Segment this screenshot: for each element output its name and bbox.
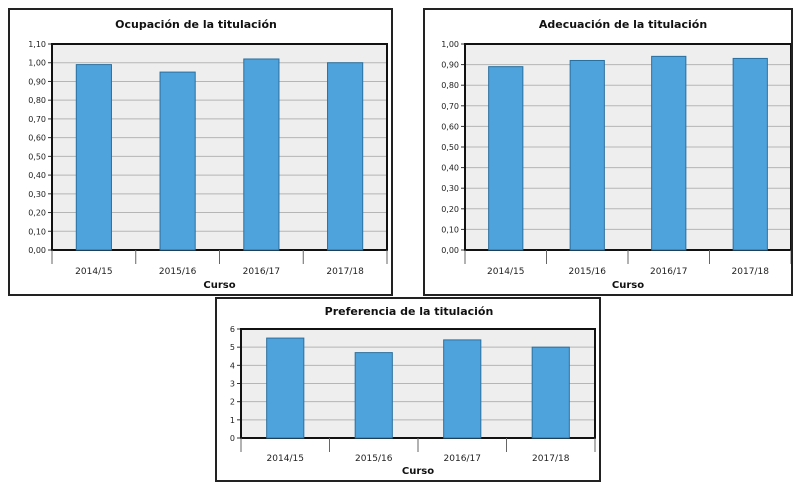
y-tick-label: 0,40	[441, 164, 459, 173]
x-axis-label: Curso	[402, 466, 434, 477]
bar	[732, 57, 768, 251]
y-tick-label: 0,00	[441, 246, 459, 255]
y-tick-label: 0,80	[28, 96, 46, 105]
chart-panel-preferencia: Preferencia de la titulación 0 1 2 3 4 5 6 2014/…	[215, 297, 601, 482]
bar	[531, 346, 570, 439]
chart-preferencia: Preferencia de la titulación 0 1 2 3 4 5 6 2014/…	[230, 305, 596, 477]
y-tick-label: 0,20	[441, 205, 459, 214]
y-tick-label: 1,10	[28, 40, 46, 49]
x-tick-label: 2015/16	[159, 267, 197, 277]
chart-title: Preferencia de la titulación	[325, 305, 494, 318]
bar	[651, 55, 687, 251]
x-tick-label: 2015/16	[355, 454, 393, 464]
y-tick-label: 0,30	[28, 190, 46, 199]
y-tick-label: 0,90	[28, 77, 46, 86]
bar	[488, 66, 524, 251]
y-tick-label: 0,70	[441, 102, 459, 111]
y-tick-label: 0,50	[28, 152, 46, 161]
y-tick-label: 3	[230, 380, 235, 389]
chart-panel-ocupacion: Ocupación de la titulación 0,00 0,10 0,20 0,…	[8, 8, 393, 296]
y-tick-label: 0,10	[441, 225, 459, 234]
y-tick-label: 0,90	[441, 61, 459, 70]
x-tick-label: 2016/17	[444, 454, 481, 464]
y-tick-label: 0,30	[441, 184, 459, 193]
y-tick-label: 0	[230, 434, 235, 443]
y-tick-label: 4	[230, 361, 235, 370]
chart-adecuacion: Adecuación de la titulación 0,00 0,10 0,20 0…	[441, 18, 791, 291]
y-tick-label: 1,00	[441, 40, 459, 49]
chart-panel-adecuacion: Adecuación de la titulación 0,00 0,10 0,20 0…	[423, 8, 793, 296]
x-tick-label: 2014/15	[487, 267, 524, 277]
bar	[354, 352, 393, 439]
y-tick-label: 2	[230, 398, 235, 407]
y-tick-label: 0,70	[28, 115, 46, 124]
x-tick-label: 2014/15	[75, 267, 112, 277]
bar	[266, 337, 305, 439]
x-tick-label: 2014/15	[267, 454, 304, 464]
bar	[443, 339, 482, 439]
x-tick-label: 2017/18	[326, 267, 364, 277]
y-tick-label: 0,20	[28, 209, 46, 218]
y-tick-label: 0,80	[441, 81, 459, 90]
y-tick-label: 6	[230, 325, 235, 334]
y-tick-label: 1,00	[28, 59, 46, 68]
y-tick-label: 0,60	[441, 122, 459, 131]
y-tick-label: 0,00	[28, 246, 46, 255]
y-tick-label: 0,10	[28, 227, 46, 236]
x-tick-label: 2015/16	[569, 267, 607, 277]
bar	[327, 62, 364, 251]
y-tick-label: 0,40	[28, 171, 46, 180]
chart-ocupacion: Ocupación de la titulación 0,00 0,10 0,20 0,…	[28, 18, 388, 291]
bar	[569, 59, 605, 251]
y-tick-label: 0,50	[441, 143, 459, 152]
y-tick-label: 1	[230, 416, 235, 425]
bar	[243, 58, 280, 251]
y-tick-label: 0,60	[28, 134, 46, 143]
chart-title: Ocupación de la titulación	[115, 18, 277, 31]
bar	[75, 64, 112, 251]
x-tick-label: 2016/17	[243, 267, 280, 277]
x-axis-label: Curso	[203, 280, 235, 291]
x-tick-label: 2016/17	[650, 267, 687, 277]
bar	[159, 71, 196, 251]
y-tick-label: 5	[230, 343, 235, 352]
x-tick-label: 2017/18	[532, 454, 570, 464]
x-tick-label: 2017/18	[732, 267, 770, 277]
chart-title: Adecuación de la titulación	[539, 18, 707, 31]
x-axis-label: Curso	[612, 280, 644, 291]
